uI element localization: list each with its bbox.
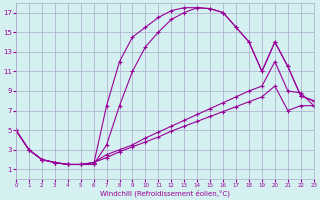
X-axis label: Windchill (Refroidissement éolien,°C): Windchill (Refroidissement éolien,°C) xyxy=(100,190,230,197)
